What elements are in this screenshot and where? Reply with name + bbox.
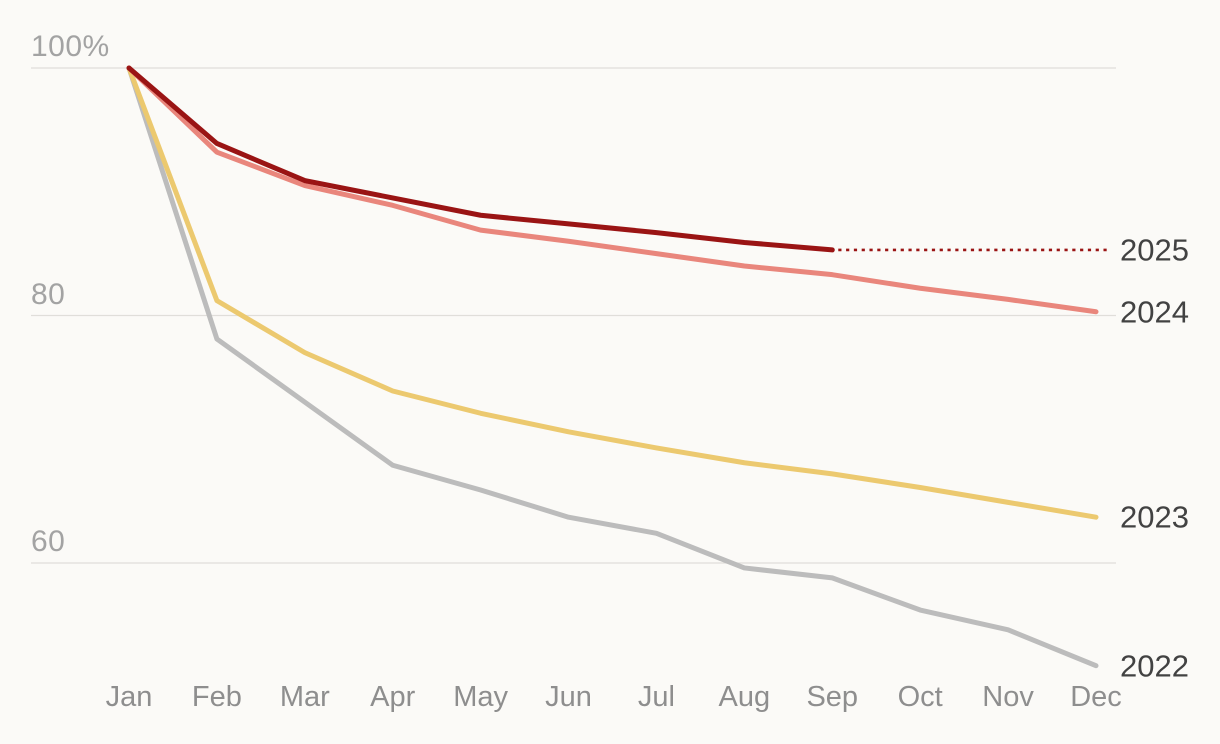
x-tick-label-oct: Oct — [897, 681, 943, 713]
series-label-2023: 2023 — [1120, 499, 1189, 535]
x-tick-label-mar: Mar — [279, 681, 330, 713]
y-tick-label-80: 80 — [31, 277, 66, 311]
line-2023 — [126, 65, 1099, 520]
x-tick-label-dec: Dec — [1070, 681, 1122, 713]
x-tick-label-feb: Feb — [191, 681, 242, 713]
series-label-2022: 2022 — [1120, 648, 1189, 684]
line-2022 — [126, 65, 1099, 669]
x-tick-label-nov: Nov — [982, 681, 1034, 713]
x-tick-label-apr: Apr — [370, 681, 416, 713]
x-tick-label-aug: Aug — [718, 681, 771, 713]
x-tick-label-jul: Jul — [637, 681, 675, 713]
series-label-2025: 2025 — [1120, 232, 1189, 268]
x-tick-label-may: May — [453, 681, 509, 713]
y-tick-label-100pct: 100% — [31, 30, 110, 63]
line-2025 — [126, 65, 835, 253]
line-2024 — [126, 65, 1099, 315]
x-tick-label-jun: Jun — [545, 681, 592, 713]
x-tick-label-sep: Sep — [806, 681, 859, 713]
x-tick-label-jan: Jan — [105, 681, 153, 713]
series-label-2024: 2024 — [1120, 294, 1189, 330]
y-tick-label-60: 60 — [31, 525, 66, 558]
